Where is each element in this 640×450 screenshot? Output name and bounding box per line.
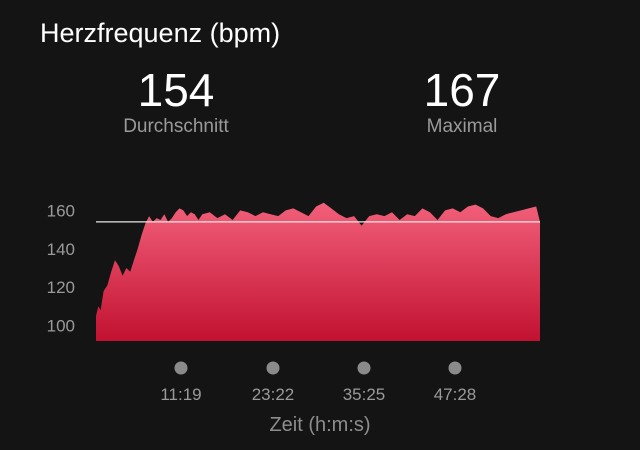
maximum-value: 167 bbox=[423, 64, 501, 116]
average-value: 154 bbox=[137, 64, 215, 116]
x-tick-label: 35:25 bbox=[343, 385, 386, 404]
y-tick-label: 140 bbox=[47, 240, 75, 259]
average-stat: 154 Durchschnitt bbox=[76, 64, 276, 138]
x-tick-marker bbox=[266, 361, 280, 375]
x-tick-marker bbox=[357, 361, 371, 375]
x-tick-label: 47:28 bbox=[434, 385, 477, 404]
x-tick-label: 11:19 bbox=[160, 385, 201, 404]
x-axis-title: Zeit (h:m:s) bbox=[269, 414, 371, 436]
y-tick-label: 160 bbox=[47, 201, 75, 220]
average-label: Durchschnitt bbox=[123, 116, 229, 137]
y-tick-label: 120 bbox=[47, 278, 75, 297]
maximum-label: Maximal bbox=[426, 116, 498, 137]
heart-rate-chart: 160 140 120 100 11:19 23:22 35:25 47:28 bbox=[47, 201, 540, 404]
x-tick-marker bbox=[448, 361, 462, 375]
heart-rate-area bbox=[96, 202, 540, 341]
x-tick-label: 23:22 bbox=[252, 385, 295, 404]
y-tick-label: 100 bbox=[47, 317, 75, 336]
x-tick-marker bbox=[174, 361, 188, 375]
maximum-stat: 167 Maximal bbox=[362, 64, 562, 138]
page-title: Herzfrequenz (bpm) bbox=[40, 18, 281, 48]
